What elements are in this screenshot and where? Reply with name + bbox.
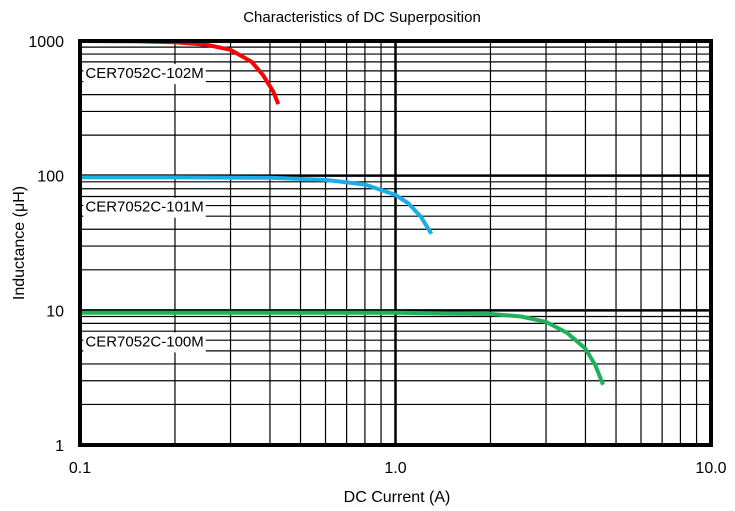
y-axis-label: Inductance (μH) (11, 186, 28, 300)
series-line-cer7052c-100m (80, 310, 605, 386)
y-tick-label: 1000 (28, 34, 64, 51)
y-tick-label: 10 (46, 303, 64, 320)
tick-labels: 0.1 1.0 10.0 1 10 100 1000 (28, 34, 726, 477)
series-label-bg (83, 332, 206, 353)
series-labels: CER7052C-102M CER7052C-101M CER7052C-100M (83, 64, 206, 353)
plot-frame (78, 39, 713, 447)
chart-title: Characteristics of DC Superposition (243, 9, 481, 26)
series-label-cer7052c-101m: CER7052C-101M (85, 199, 203, 216)
series-label-cer7052c-102m: CER7052C-102M (85, 65, 203, 82)
x-tick-label: 1.0 (384, 460, 406, 477)
x-tick-label: 10.0 (695, 460, 726, 477)
x-tick-label: 0.1 (69, 460, 91, 477)
grid (80, 41, 711, 445)
y-tick-label: 1 (55, 438, 64, 455)
y-tick-label: 100 (37, 169, 64, 186)
series-label-bg (83, 197, 206, 218)
series-line-cer7052c-101m (80, 175, 434, 235)
series-label-cer7052c-100m: CER7052C-100M (85, 333, 203, 350)
series-label-bg (83, 64, 206, 85)
x-axis-label: DC Current (A) (344, 489, 451, 506)
